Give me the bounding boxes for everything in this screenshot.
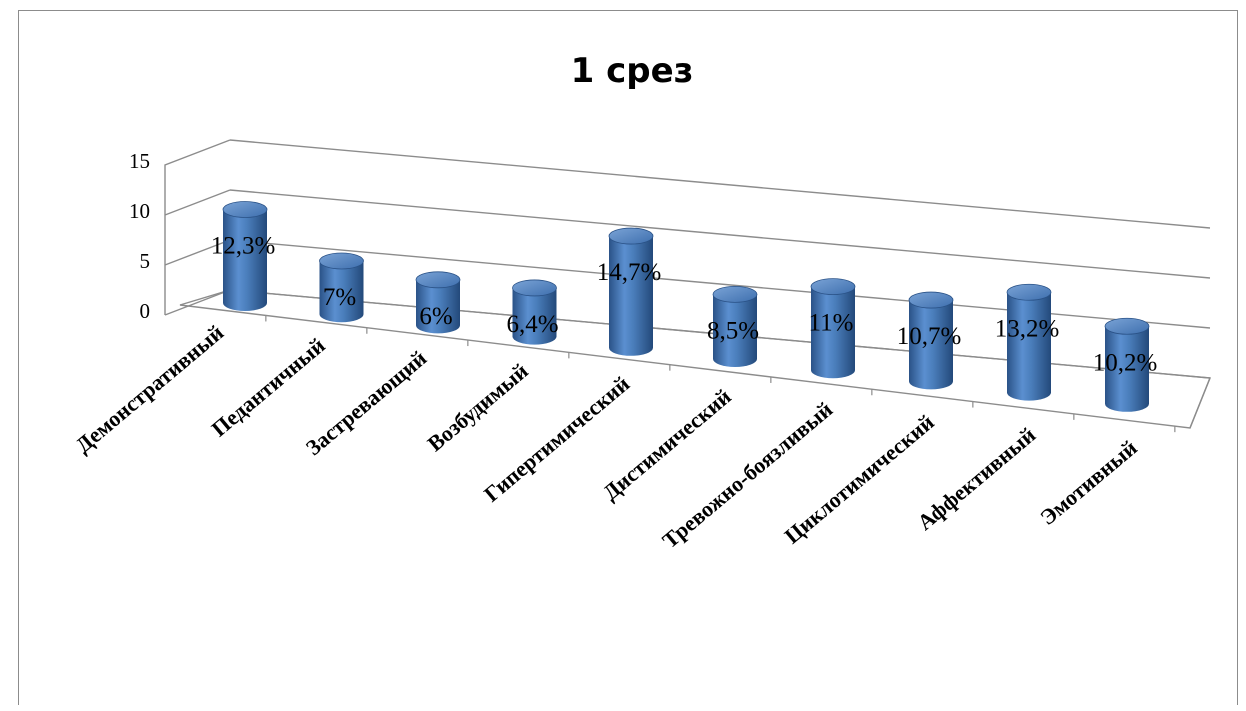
bar-0 — [222, 201, 268, 311]
side-wall — [164, 139, 231, 315]
y-tick-label: 5 — [140, 249, 151, 273]
bar-top — [608, 227, 654, 245]
y-axis-ticks: 0 5 10 15 — [129, 149, 150, 323]
y-tick-label: 10 — [129, 199, 150, 223]
gridlines — [164, 139, 1211, 433]
bar-1 — [319, 252, 364, 323]
data-label: 14,7% — [597, 259, 662, 286]
bar-top — [1104, 317, 1150, 335]
bar-body — [811, 286, 855, 379]
data-label: 10,2% — [1093, 349, 1158, 376]
bar-2 — [415, 271, 461, 334]
bar-top — [908, 291, 954, 309]
bar-6 — [810, 278, 856, 379]
bar-top — [712, 285, 758, 303]
bar-body — [1105, 326, 1149, 412]
bar-top — [319, 252, 364, 270]
bar-3 — [512, 279, 557, 345]
bar-top — [810, 278, 856, 296]
chart-frame — [18, 10, 1238, 705]
bar-top — [512, 279, 557, 297]
bars — [222, 201, 1150, 412]
data-label: 10,7% — [897, 323, 962, 350]
bar-7 — [908, 291, 954, 390]
data-label: 11% — [809, 310, 854, 337]
side-gridline-10 — [164, 189, 231, 216]
bar-body — [223, 209, 267, 311]
bar-body — [909, 300, 953, 390]
bar-body — [609, 236, 653, 356]
bar-body — [319, 261, 364, 323]
y-tick-label: 0 — [140, 299, 151, 323]
category-label: Педантичный — [207, 332, 330, 441]
data-label: 12,3% — [211, 233, 276, 260]
category-label: Застревающий — [301, 345, 432, 460]
chart-title: 1 срез — [571, 51, 694, 91]
category-label: Аффективный — [912, 422, 1040, 535]
bar-body — [416, 279, 460, 334]
bar-8 — [1006, 283, 1052, 401]
data-labels: 12,3% 7% 6% 6,4% 14,7% 8,5% 11% 10,7% 13,2% 10,2% — [211, 233, 1158, 377]
floor-right-edge — [1189, 377, 1211, 429]
bar-body — [1007, 292, 1051, 401]
bar-4 — [608, 227, 654, 356]
bar-body — [713, 294, 757, 367]
bar-5 — [712, 285, 758, 367]
category-label: Демонстративный — [70, 319, 228, 457]
gridline-15 — [229, 139, 1211, 229]
side-gridline-5 — [164, 239, 231, 266]
category-label: Эмотивный — [1035, 435, 1142, 530]
bar-top — [1006, 283, 1052, 301]
bar-top — [415, 271, 461, 289]
bar-9 — [1104, 317, 1150, 412]
data-label: 6% — [419, 303, 452, 330]
category-label: Возбудимый — [422, 358, 532, 456]
data-label: 8,5% — [707, 317, 759, 344]
y-tick-label: 15 — [129, 149, 150, 173]
data-label: 13,2% — [995, 315, 1060, 342]
bar-body — [512, 287, 557, 345]
gridline-10 — [229, 189, 1211, 279]
data-label: 6,4% — [506, 311, 558, 338]
category-labels: ДемонстративныйПедантичныйЗастревающийВо… — [70, 319, 1141, 553]
side-gridline-0 — [164, 289, 231, 316]
bar-top — [222, 201, 268, 218]
data-label: 7% — [323, 284, 356, 311]
